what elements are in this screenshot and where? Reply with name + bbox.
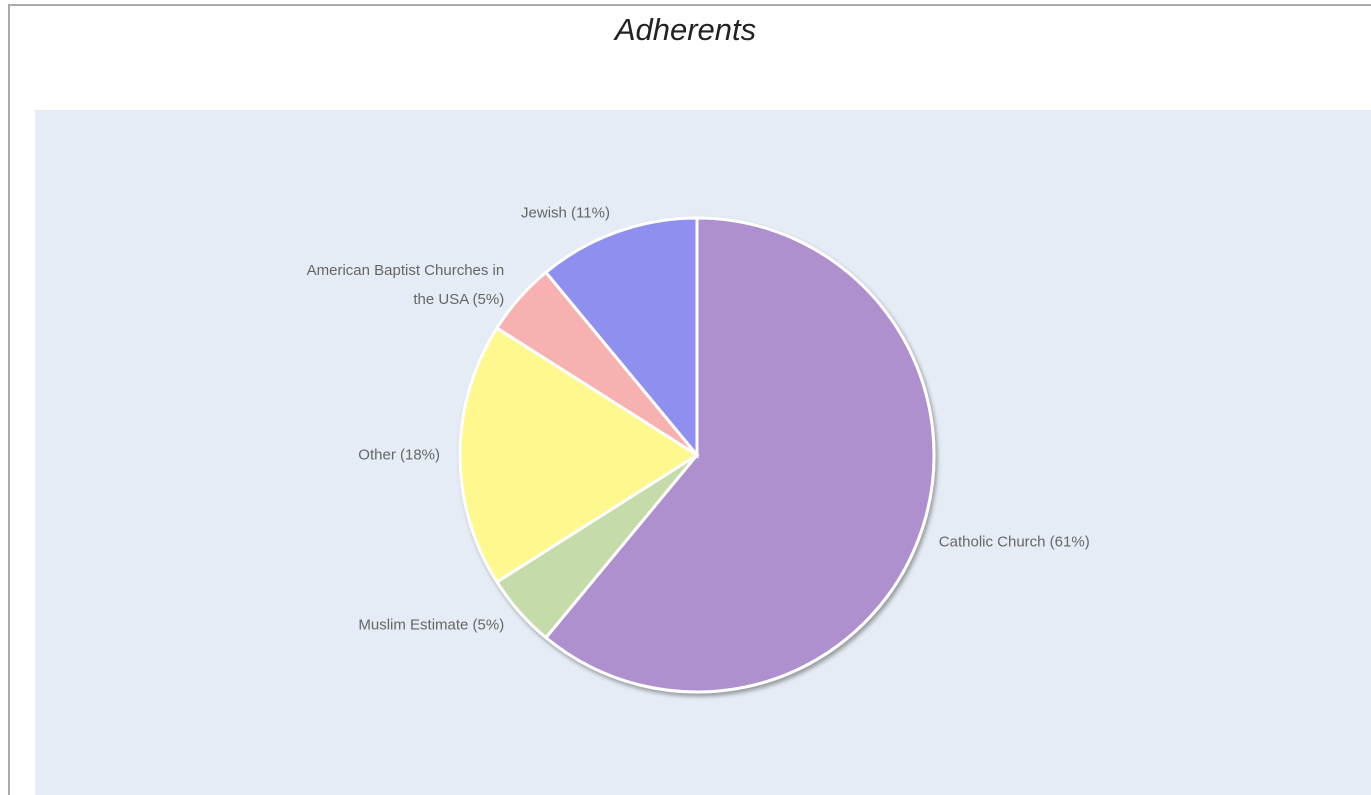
slice-label: Other (18%) [358,446,440,464]
pie-slice [543,216,936,694]
chart-title: Adherents [614,12,757,47]
frame [8,4,1371,795]
slice-label: Jewish (11%) [521,204,610,222]
pie-slice [543,216,699,460]
slice-label: Catholic Church (61%) [938,533,1090,551]
pie [458,216,936,694]
slice-label: Muslim Estimate (5%) [358,616,505,634]
slice-label: American Baptist Churches in the USA (5%… [306,262,505,309]
pie-slice [458,325,700,585]
